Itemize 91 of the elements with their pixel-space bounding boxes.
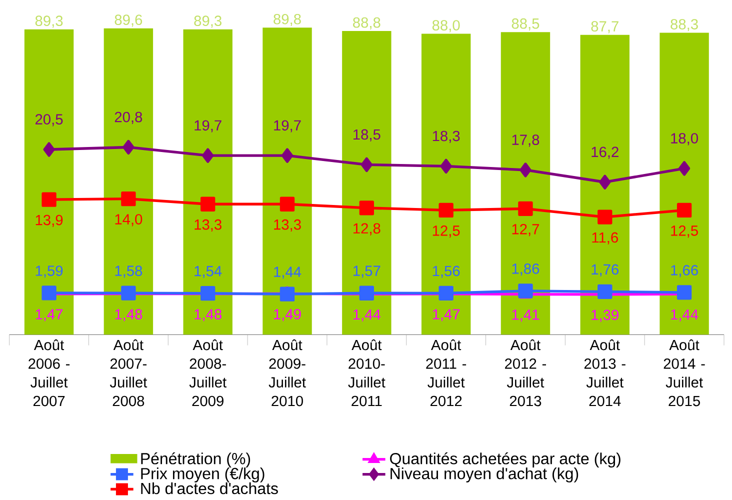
data-label: 18,3	[432, 130, 460, 143]
point	[518, 201, 533, 216]
point	[359, 200, 374, 216]
bar	[580, 34, 630, 335]
data-label: 12,7	[512, 224, 540, 236]
data-label: 1,44	[671, 309, 698, 322]
data-label: 17,8	[512, 134, 540, 147]
x-tick-label: Août 2008- Juillet 2009	[189, 339, 226, 406]
x-tick-label: Août 2007- Juillet 2008	[110, 339, 148, 406]
point	[678, 161, 690, 176]
data-label: 12,8	[354, 223, 380, 236]
point	[202, 148, 214, 163]
legend-label: Prix moyen (€/kg)	[141, 468, 264, 482]
x-tick-label: Août 2012 - Juillet 2013	[505, 339, 546, 406]
bar	[500, 32, 550, 335]
data-label: 89,8	[274, 14, 301, 26]
point	[43, 142, 55, 157]
point	[121, 191, 136, 206]
point	[280, 196, 295, 212]
point	[360, 157, 372, 172]
data-label: 19,7	[274, 120, 301, 132]
point	[438, 202, 454, 218]
data-label: 1,86	[512, 264, 540, 276]
data-label: 1,59	[36, 266, 63, 278]
point	[440, 158, 452, 174]
data-label: 1,44	[354, 309, 380, 322]
bar	[24, 29, 74, 335]
point	[599, 174, 611, 190]
data-label: 1,47	[432, 309, 460, 322]
data-label: 1,56	[432, 266, 460, 278]
bar	[421, 34, 471, 335]
data-label: 1,44	[274, 266, 302, 279]
point	[280, 286, 295, 302]
data-label: 88,8	[353, 17, 380, 30]
point	[518, 284, 533, 298]
data-label: 1,41	[512, 310, 540, 322]
data-label: 20,5	[35, 114, 63, 126]
legend-label: Pénétration (%)	[141, 452, 250, 468]
data-label: 1,48	[115, 309, 142, 322]
data-label: 13,9	[36, 214, 63, 227]
data-label: 88,0	[432, 20, 460, 32]
data-label: 19,7	[194, 120, 222, 132]
point	[438, 286, 454, 301]
data-label: 1,39	[592, 310, 618, 322]
data-label: 1,48	[194, 309, 222, 322]
x-tick-label: Août 2014 - Juillet 2015	[664, 339, 705, 406]
data-label: 1,57	[354, 266, 380, 278]
bar	[660, 32, 709, 335]
data-label: 89,3	[194, 16, 222, 28]
data-label: 12,5	[432, 225, 460, 238]
data-label: 87,7	[591, 21, 618, 34]
data-label: 14,0	[115, 214, 142, 226]
point	[598, 210, 612, 224]
point	[122, 140, 134, 155]
bar	[183, 29, 232, 335]
x-tick-label: Août 2006 - Juillet 2007	[28, 339, 70, 406]
data-label: 13,3	[274, 219, 301, 232]
data-label: 1,66	[671, 265, 698, 278]
data-label: 18,0	[671, 133, 698, 146]
data-label: 88,5	[512, 18, 540, 30]
data-label: 89,6	[114, 14, 142, 27]
point	[598, 284, 612, 299]
x-tick-label: Août 2013 - Juillet 2014	[584, 339, 626, 406]
data-label: 13,3	[194, 219, 222, 232]
data-label: 16,2	[592, 146, 618, 159]
x-tick-label: Août 2010- Juillet 2011	[348, 339, 386, 406]
data-label: 11,6	[592, 232, 618, 244]
point	[281, 148, 294, 163]
legend-label: Niveau moyen d'achat (kg)	[390, 468, 578, 482]
data-label: 89,3	[35, 16, 63, 28]
data-label: 1,54	[194, 266, 222, 278]
data-label: 1,58	[115, 266, 142, 278]
bar	[104, 28, 154, 335]
point	[200, 286, 216, 301]
data-label: 20,8	[114, 112, 142, 124]
data-label: 18,5	[354, 129, 380, 142]
data-label: 1,47	[36, 309, 63, 322]
x-tick-label: Août 2009- Juillet 2010	[268, 339, 306, 406]
data-label: 88,3	[670, 19, 698, 32]
bar	[342, 31, 392, 335]
bar	[262, 28, 312, 335]
point	[676, 202, 692, 218]
legend-label: Quantités achetées par acte (kg)	[390, 452, 620, 468]
point	[200, 196, 216, 212]
data-label: 1,76	[592, 264, 619, 276]
point	[520, 162, 532, 178]
data-label: 1,49	[274, 309, 301, 322]
x-tick-label: Août 2011 - Juillet 2012	[426, 339, 466, 406]
data-label: 12,5	[671, 225, 698, 238]
legend-label: Nb d'actes d'achats	[141, 482, 278, 494]
point	[42, 192, 56, 207]
